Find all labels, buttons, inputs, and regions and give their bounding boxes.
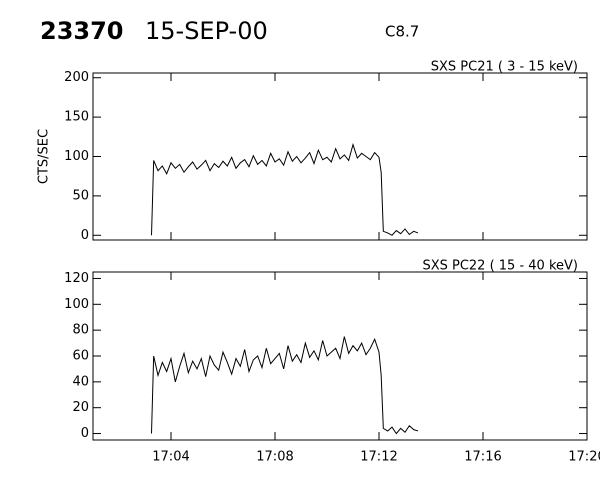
- y-tick-label: 200: [64, 70, 89, 85]
- y-tick-label: 150: [64, 110, 89, 125]
- y-tick-label: 50: [72, 188, 89, 203]
- y-tick-label: 20: [72, 400, 89, 415]
- x-tick-label: 17:08: [256, 450, 293, 465]
- y-tick-label: 100: [64, 297, 89, 312]
- panel-title: SXS PC21 ( 3 - 15 keV): [431, 60, 578, 75]
- y-tick-label: 40: [72, 374, 89, 389]
- event-id: 23370: [40, 17, 124, 45]
- x-tick-label: 17:20: [568, 450, 600, 465]
- y-tick-label: 0: [81, 426, 89, 441]
- data-line: [151, 336, 419, 435]
- x-tick-label: 17:12: [360, 450, 397, 465]
- y-axis-label: CTS/SEC: [37, 129, 52, 184]
- y-tick-label: 120: [64, 271, 89, 286]
- y-tick-label: 60: [72, 349, 89, 364]
- y-tick-label: 80: [72, 323, 89, 338]
- data-line: [151, 142, 419, 236]
- panel-title: SXS PC22 ( 15 - 40 keV): [422, 259, 578, 274]
- flare-class: C8.7: [385, 23, 419, 41]
- x-tick-label: 17:04: [152, 450, 189, 465]
- date: 15-SEP-00: [145, 17, 268, 45]
- x-tick-label: 17:16: [464, 450, 501, 465]
- y-tick-label: 0: [81, 228, 89, 243]
- y-tick-label: 100: [64, 149, 89, 164]
